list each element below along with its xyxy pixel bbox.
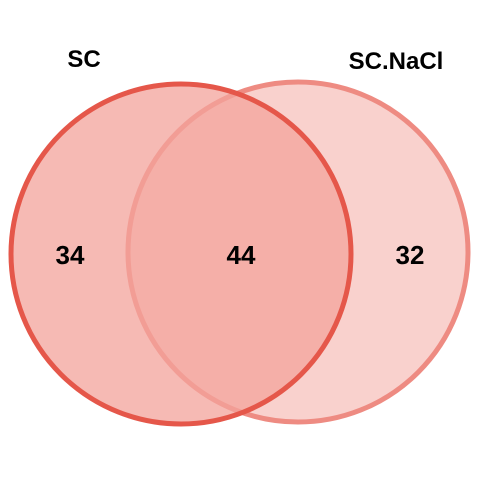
count-sc-only: 34 [56,240,85,270]
set-circle-sc [8,81,354,427]
count-intersection: 44 [227,240,256,270]
count-sc-nacl-only: 32 [396,240,425,270]
set-label-sc-nacl: SC.NaCl [349,48,444,75]
set-label-sc: SC [67,46,100,73]
